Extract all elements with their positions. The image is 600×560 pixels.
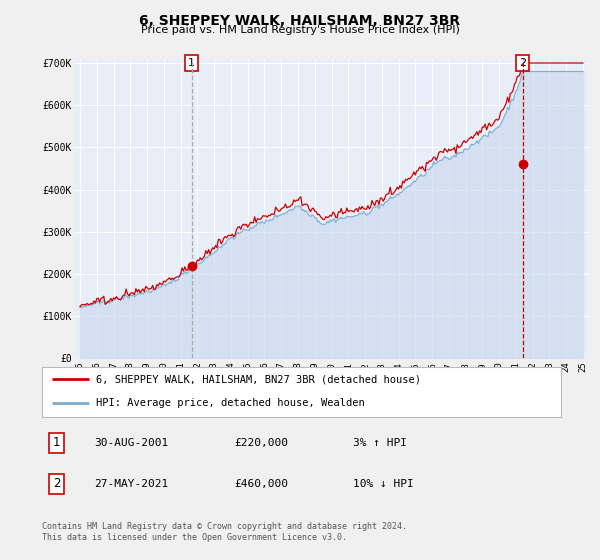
Text: 27-MAY-2021: 27-MAY-2021: [94, 479, 168, 489]
Text: 2: 2: [519, 58, 526, 68]
Text: £460,000: £460,000: [234, 479, 288, 489]
Text: 6, SHEPPEY WALK, HAILSHAM, BN27 3BR: 6, SHEPPEY WALK, HAILSHAM, BN27 3BR: [139, 14, 461, 28]
Text: 30-AUG-2001: 30-AUG-2001: [94, 438, 168, 448]
Text: Price paid vs. HM Land Registry's House Price Index (HPI): Price paid vs. HM Land Registry's House …: [140, 25, 460, 35]
Text: 1: 1: [53, 436, 60, 450]
Text: 1: 1: [188, 58, 195, 68]
Text: HPI: Average price, detached house, Wealden: HPI: Average price, detached house, Weal…: [97, 398, 365, 408]
Text: 6, SHEPPEY WALK, HAILSHAM, BN27 3BR (detached house): 6, SHEPPEY WALK, HAILSHAM, BN27 3BR (det…: [97, 375, 421, 384]
Text: 2: 2: [53, 477, 60, 491]
Text: 10% ↓ HPI: 10% ↓ HPI: [353, 479, 414, 489]
Text: This data is licensed under the Open Government Licence v3.0.: This data is licensed under the Open Gov…: [42, 533, 347, 542]
Text: Contains HM Land Registry data © Crown copyright and database right 2024.: Contains HM Land Registry data © Crown c…: [42, 522, 407, 531]
Text: £220,000: £220,000: [234, 438, 288, 448]
Text: 3% ↑ HPI: 3% ↑ HPI: [353, 438, 407, 448]
